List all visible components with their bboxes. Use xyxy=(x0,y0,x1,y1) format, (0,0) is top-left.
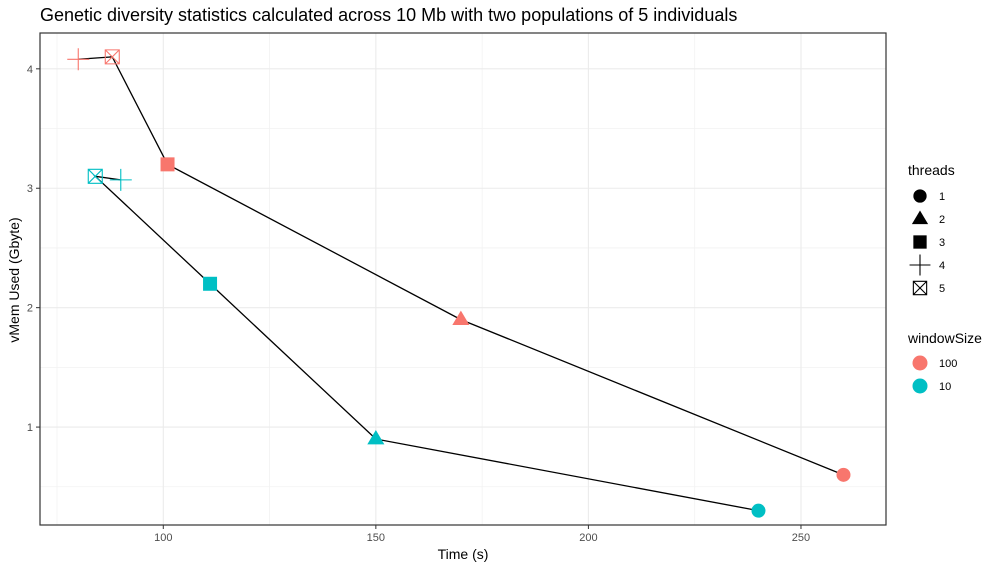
x-tick-label: 250 xyxy=(792,532,810,544)
y-axis-ticks: 1 2 3 4 xyxy=(27,64,40,434)
legend-window-label: 10 xyxy=(939,381,951,393)
x-axis-title: Time (s) xyxy=(438,546,489,562)
x-tick-label: 100 xyxy=(154,532,172,544)
legend-threads-label: 1 xyxy=(939,191,945,203)
point-window-10-threads-3 xyxy=(203,276,218,291)
point-window-100-threads-1 xyxy=(836,467,851,482)
series-line-window-100 xyxy=(78,56,844,476)
x-tick-label: 200 xyxy=(579,532,597,544)
legend-key-window-100 xyxy=(912,355,928,371)
legend-threads-label: 4 xyxy=(939,260,945,272)
legend-windowsize: windowSize 100 10 xyxy=(907,330,982,394)
point-window-10-threads-2 xyxy=(367,430,385,445)
y-tick-label: 1 xyxy=(27,422,33,434)
legend-key-threads-1 xyxy=(913,189,927,203)
legend-key-threads-3 xyxy=(913,235,927,249)
legend-threads-title: threads xyxy=(908,162,955,178)
legend-windowsize-title: windowSize xyxy=(907,330,982,346)
chart-title: Genetic diversity statistics calculated … xyxy=(40,5,737,25)
y-tick-label: 4 xyxy=(27,64,33,76)
y-axis-title: vMem Used (Gbyte) xyxy=(6,217,22,342)
data-points xyxy=(67,48,851,518)
y-tick-label: 3 xyxy=(27,183,33,195)
legend-threads-label: 2 xyxy=(939,214,945,226)
series-line-window-10 xyxy=(93,175,759,512)
plot-panel-border xyxy=(39,32,887,526)
legend-threads-label: 5 xyxy=(939,283,945,295)
legend-window-label: 100 xyxy=(939,358,957,370)
point-window-10-threads-5 xyxy=(87,168,103,184)
point-window-100-threads-4 xyxy=(67,48,90,71)
legend-key-threads-2 xyxy=(911,210,929,225)
legend-threads: threads 1 2 3 4 5 xyxy=(908,162,955,296)
legend-key-threads-5 xyxy=(912,280,928,296)
point-window-100-threads-5 xyxy=(104,49,120,65)
x-axis-ticks: 100 150 200 250 xyxy=(154,525,810,544)
y-tick-label: 2 xyxy=(27,303,33,315)
legend-threads-label: 3 xyxy=(939,237,945,249)
connector-lines xyxy=(78,56,844,512)
point-window-10-threads-4 xyxy=(109,168,132,191)
point-window-10-threads-1 xyxy=(751,503,766,518)
legend-key-window-10 xyxy=(912,378,928,394)
grid xyxy=(40,33,886,525)
point-window-100-threads-2 xyxy=(452,310,470,326)
point-window-100-threads-3 xyxy=(160,157,175,172)
legend-key-threads-4 xyxy=(909,254,931,276)
x-tick-label: 150 xyxy=(367,532,385,544)
